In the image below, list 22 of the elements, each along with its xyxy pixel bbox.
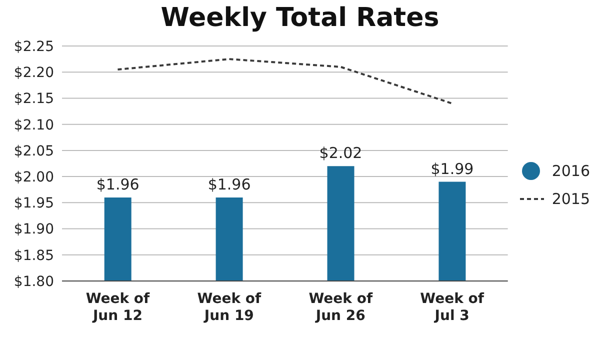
- y-tick-label: $2.00: [14, 170, 54, 186]
- x-tick-label: Week of Jul 3: [420, 291, 485, 324]
- data-label: $1.99: [430, 160, 474, 178]
- data-label: $1.96: [96, 175, 140, 194]
- legend-label: 2016: [552, 162, 590, 180]
- y-tick-label: $1.90: [14, 222, 54, 238]
- x-tick-label: Week of Jun 26: [308, 291, 374, 324]
- data-label: $2.02: [319, 144, 362, 162]
- y-tick-label: $1.95: [14, 196, 54, 212]
- y-tick-label: $2.10: [14, 117, 54, 134]
- chart-title: Weekly Total Rates: [160, 2, 440, 35]
- x-tick-label: Week of Jun 19: [197, 291, 262, 324]
- y-tick-label: $2.15: [14, 91, 54, 108]
- x-tick-label: Week of Jun 12: [86, 291, 151, 324]
- y-tick-label: $1.80: [14, 274, 54, 290]
- legend-label: 2015: [552, 190, 590, 208]
- y-tick-label: $1.85: [14, 248, 54, 264]
- data-label: $1.96: [208, 175, 251, 194]
- line-series: [116, 58, 454, 104]
- y-tick-label: $2.25: [14, 38, 54, 55]
- y-tick-label: $2.05: [14, 143, 54, 160]
- y-tick-label: $2.20: [14, 65, 54, 82]
